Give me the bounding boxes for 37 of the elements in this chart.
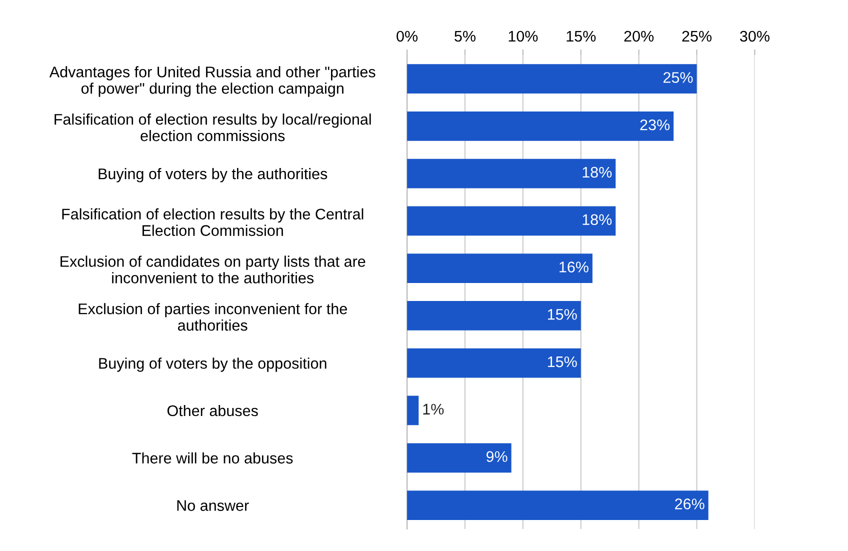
- data-label: 1%: [423, 404, 444, 415]
- x-tick-label: 10%: [508, 30, 538, 42]
- y-tick-label: Advantages for United Russia and other "parties of power" during the election campaign: [49, 66, 376, 97]
- y-tick-label: No answer: [177, 500, 249, 511]
- bar: [407, 254, 592, 284]
- y-tick-label: There will be no abuses: [132, 452, 293, 464]
- bar: [407, 64, 697, 94]
- data-label: 18%: [582, 214, 612, 226]
- x-tick-label: 0%: [396, 30, 418, 42]
- x-tick-label: 5%: [454, 30, 476, 42]
- data-label: 15%: [548, 356, 577, 368]
- data-label: 16%: [560, 262, 588, 272]
- y-tick-label: Exclusion of candidates on party lists that are inconvenient to the authorities: [60, 256, 366, 284]
- x-tick-label: 30%: [740, 30, 770, 42]
- bar: [407, 490, 708, 520]
- y-tick-label: Exclusion of parties inconvenient for the authorities: [78, 303, 347, 331]
- y-tick-label: Other abuses: [167, 404, 258, 416]
- data-label: 26%: [675, 498, 704, 510]
- bar: [407, 396, 419, 426]
- y-tick-label: Buying of voters by the opposition: [99, 358, 326, 372]
- y-tick-label: Falsification of election results by the Central Election Commission: [62, 208, 364, 236]
- data-label: 25%: [663, 72, 693, 83]
- bar: [407, 443, 512, 473]
- data-label: 18%: [582, 166, 612, 178]
- bar: [407, 348, 581, 378]
- bar: [407, 206, 616, 236]
- y-tick-label: Buying of voters by the authorities: [98, 168, 328, 182]
- bar: [407, 158, 616, 188]
- bar: [407, 301, 581, 330]
- x-tick-label: 20%: [624, 30, 654, 42]
- bar: [407, 111, 674, 141]
- y-tick-label: Falsification of election results by local/regional election commissions: [54, 114, 371, 142]
- data-label: 23%: [640, 119, 670, 130]
- x-tick-label: 25%: [682, 30, 712, 42]
- data-label: 15%: [548, 309, 577, 320]
- data-label: 9%: [486, 451, 508, 462]
- x-tick-label: 15%: [566, 30, 596, 42]
